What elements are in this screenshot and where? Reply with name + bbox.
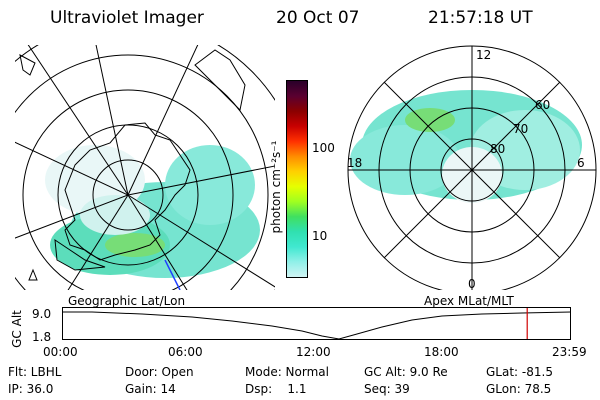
timeline-xtick-2359: 23:59 <box>552 345 587 359</box>
status-filter: Flt: LBHL <box>8 365 62 379</box>
colorbar-tick-100: 100 <box>312 141 335 155</box>
status-dsp: Dsp: 1.1 <box>245 382 307 396</box>
aurora-emission-geo <box>45 145 260 278</box>
geographic-map <box>15 45 275 290</box>
date-label: 20 Oct 07 <box>276 8 360 28</box>
colorbar-tick-10: 10 <box>312 229 328 243</box>
status-ip: IP: 36.0 <box>8 382 54 396</box>
apex-polar-plot: 12 18 6 0 60 70 80 <box>347 45 597 290</box>
mlat-label-80: 80 <box>490 142 505 156</box>
colorbar-unit-label: photon cm⁻²s⁻¹ <box>269 140 283 234</box>
timeline-ytick-high: 9.0 <box>32 307 52 321</box>
mlt-label-18: 18 <box>347 156 362 170</box>
timeline-xtick-1200: 12:00 <box>296 345 331 359</box>
status-seq: Seq: 39 <box>364 382 410 396</box>
mlt-label-6: 6 <box>577 156 585 170</box>
timeline-ytick-low: 1.8 <box>32 330 52 344</box>
status-gc-alt: GC Alt: 9.0 Re <box>364 365 448 379</box>
status-mode: Mode: Normal <box>245 365 329 379</box>
instrument-title: Ultraviolet Imager <box>50 8 204 28</box>
timeline-xtick-0600: 06:00 <box>168 345 203 359</box>
time-label: 21:57:18 UT <box>428 8 533 28</box>
mlat-label-70: 70 <box>513 122 528 136</box>
mlt-label-12: 12 <box>476 48 491 62</box>
mlat-label-60: 60 <box>535 98 550 112</box>
altitude-curve <box>62 311 572 340</box>
colorbar <box>286 80 308 278</box>
timeline-ylabel: GC Alt <box>9 310 24 348</box>
altitude-timeline <box>62 307 572 340</box>
timeline-xtick-1800: 18:00 <box>424 345 459 359</box>
status-glon: GLon: 78.5 <box>486 382 552 396</box>
apex-panel-label: Apex MLat/MLT <box>424 294 514 308</box>
timeline-xtick-0000: 00:00 <box>43 345 78 359</box>
mlt-label-0: 0 <box>468 277 476 290</box>
status-glat: GLat: -81.5 <box>486 365 553 379</box>
status-gain: Gain: 14 <box>125 382 176 396</box>
status-door: Door: Open <box>125 365 194 379</box>
coastline <box>64 122 191 261</box>
geographic-panel-label: Geographic Lat/Lon <box>68 294 186 308</box>
